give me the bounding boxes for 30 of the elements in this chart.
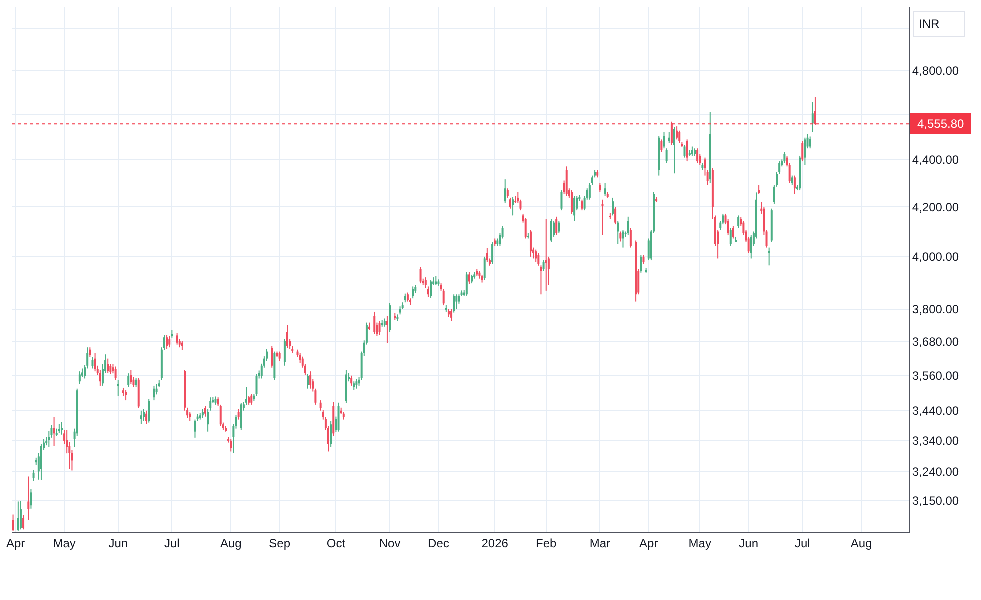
x-tick-label: May xyxy=(53,536,76,550)
y-tick-label: 3,560.00 xyxy=(912,369,960,384)
y-tick-label: 3,800.00 xyxy=(912,302,960,316)
y-tick-label: 3,440.00 xyxy=(912,404,960,418)
y-tick-label: 3,150.00 xyxy=(912,494,960,508)
x-tick-label: Feb xyxy=(536,536,558,550)
x-tick-label: Jun xyxy=(108,536,128,550)
x-tick-label: Sep xyxy=(269,536,291,550)
y-tick-label: 3,240.00 xyxy=(912,465,960,480)
x-tick-label: 2026 xyxy=(482,536,509,550)
x-tick-label: Aug xyxy=(850,536,872,550)
ref-line-label: 4,555.80 xyxy=(917,117,965,131)
x-tick-label: Jul xyxy=(794,536,810,550)
x-tick-label: Aug xyxy=(220,536,242,550)
x-tick-label: Oct xyxy=(326,536,346,550)
y-tick-label: 4,400.00 xyxy=(912,152,960,167)
x-tick-label: Jul xyxy=(164,536,180,550)
x-tick-label: Nov xyxy=(379,536,401,550)
x-tick-label: Mar xyxy=(590,536,611,550)
y-tick-label: 3,340.00 xyxy=(912,434,960,448)
x-tick-label: May xyxy=(688,536,712,550)
x-tick-label: Jun xyxy=(739,536,758,550)
x-tick-label: Dec xyxy=(428,536,450,550)
y-axis-title: INR xyxy=(919,17,940,31)
y-tick-label: 4,800.00 xyxy=(912,64,960,78)
x-tick-label: Apr xyxy=(6,536,26,550)
y-tick-label: 4,000.00 xyxy=(912,250,960,264)
y-tick-label: 4,200.00 xyxy=(912,200,960,214)
y-tick-label: 3,680.00 xyxy=(912,335,960,350)
x-tick-label: Apr xyxy=(640,536,658,550)
